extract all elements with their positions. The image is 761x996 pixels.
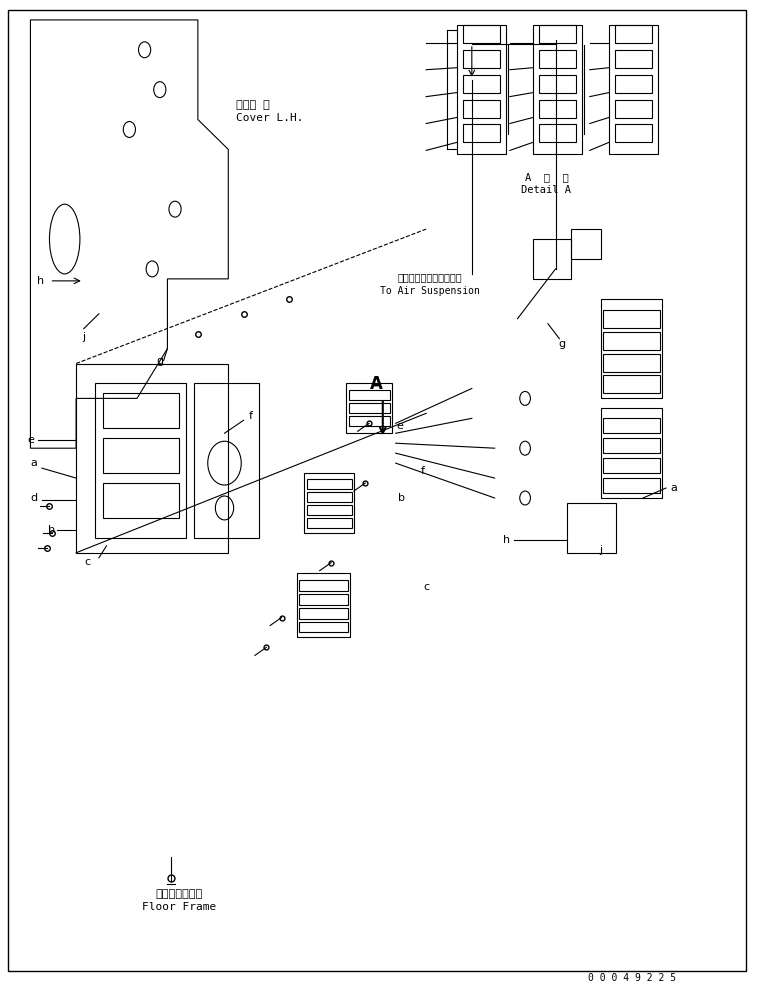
Bar xyxy=(463,50,500,68)
Bar xyxy=(349,390,390,400)
Text: To Air Suspension: To Air Suspension xyxy=(380,286,480,296)
Text: フロアフレーム: フロアフレーム xyxy=(155,889,202,899)
Bar xyxy=(615,75,652,93)
Text: Detail A: Detail A xyxy=(521,185,572,195)
Bar xyxy=(539,50,576,68)
Bar xyxy=(601,299,662,398)
Text: f: f xyxy=(249,411,253,421)
Bar xyxy=(463,124,500,142)
Text: Cover L.H.: Cover L.H. xyxy=(236,113,304,123)
Text: A: A xyxy=(371,375,383,393)
Bar xyxy=(533,25,582,154)
Bar xyxy=(307,505,352,515)
Bar xyxy=(307,518,352,528)
Text: j: j xyxy=(82,332,85,342)
Bar xyxy=(615,124,652,142)
Bar xyxy=(603,438,660,453)
Bar xyxy=(603,375,660,393)
Text: g: g xyxy=(157,356,164,366)
Bar xyxy=(103,393,179,428)
Bar xyxy=(299,608,348,619)
Text: A  詳  細: A 詳 細 xyxy=(524,172,568,182)
Text: b: b xyxy=(397,493,405,503)
Text: d: d xyxy=(30,493,38,503)
Bar xyxy=(533,239,571,279)
Bar xyxy=(615,50,652,68)
Text: e: e xyxy=(27,435,34,445)
Text: c: c xyxy=(84,557,91,567)
Text: f: f xyxy=(420,466,425,476)
Bar xyxy=(539,25,576,43)
Text: j: j xyxy=(600,545,603,555)
Text: g: g xyxy=(558,339,565,349)
Bar xyxy=(603,354,660,372)
Text: Floor Frame: Floor Frame xyxy=(142,902,216,912)
Bar xyxy=(609,25,658,154)
Text: a: a xyxy=(670,483,677,493)
Text: h: h xyxy=(502,535,510,545)
Text: カバー 左: カバー 左 xyxy=(236,100,269,110)
Text: 0 0 0 4 9 2 2 5: 0 0 0 4 9 2 2 5 xyxy=(587,973,676,983)
Bar xyxy=(567,503,616,553)
Bar xyxy=(103,438,179,473)
Bar xyxy=(194,383,259,538)
Text: c: c xyxy=(423,582,429,592)
Bar xyxy=(297,573,350,637)
Bar xyxy=(95,383,186,538)
Bar xyxy=(299,622,348,632)
Bar xyxy=(571,229,601,259)
Bar xyxy=(603,478,660,493)
Bar xyxy=(463,75,500,93)
Bar xyxy=(603,458,660,473)
Text: a: a xyxy=(30,458,38,468)
Bar xyxy=(349,403,390,413)
Bar xyxy=(349,416,390,426)
Bar xyxy=(463,100,500,118)
Text: e: e xyxy=(396,421,403,431)
Bar xyxy=(601,408,662,498)
Bar xyxy=(539,124,576,142)
Bar xyxy=(103,483,179,518)
Bar xyxy=(603,310,660,328)
Bar xyxy=(299,580,348,591)
Bar xyxy=(307,492,352,502)
Bar xyxy=(615,25,652,43)
Bar xyxy=(615,100,652,118)
Bar xyxy=(307,479,352,489)
Bar xyxy=(304,473,354,533)
Text: h: h xyxy=(37,276,44,286)
Text: エアーサスペンションへ: エアーサスペンションへ xyxy=(398,272,462,282)
Bar xyxy=(299,594,348,605)
Text: b: b xyxy=(48,525,56,535)
Bar xyxy=(539,75,576,93)
Bar xyxy=(539,100,576,118)
Bar xyxy=(603,418,660,433)
Bar xyxy=(346,383,392,433)
Bar xyxy=(463,25,500,43)
Bar xyxy=(457,25,506,154)
Bar xyxy=(603,332,660,350)
Bar xyxy=(76,364,228,553)
